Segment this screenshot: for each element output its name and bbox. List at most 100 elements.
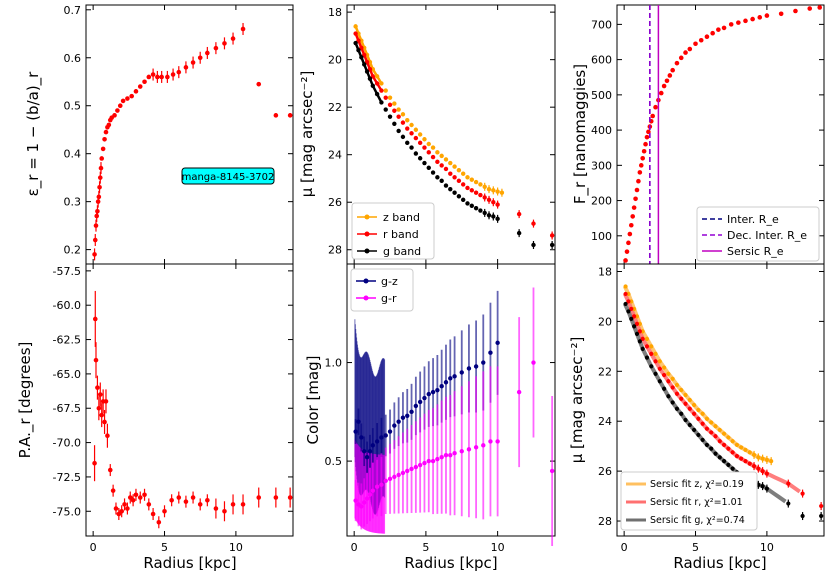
data-point	[623, 258, 628, 263]
data-point	[751, 464, 757, 469]
data-point	[383, 88, 388, 93]
data-point	[213, 45, 219, 51]
ellipticity-ylabel: ε_r = 1 − (b/a)_r	[24, 71, 43, 196]
data-point	[495, 439, 500, 444]
data-point	[97, 392, 103, 397]
data-point	[287, 495, 293, 500]
data-point	[443, 157, 449, 162]
data-point	[743, 447, 748, 453]
data-point	[469, 203, 474, 208]
data-point	[704, 442, 710, 448]
data-point	[240, 26, 246, 32]
data-point	[486, 213, 492, 218]
legend-label: g-z	[381, 275, 398, 288]
data-point	[649, 364, 654, 369]
data-point	[632, 324, 637, 329]
data-point	[94, 213, 100, 219]
data-point	[92, 237, 98, 243]
data-point	[99, 412, 105, 418]
data-point	[649, 351, 654, 356]
data-point	[130, 497, 136, 503]
data-point	[430, 170, 436, 175]
data-point	[405, 413, 410, 418]
data-point	[667, 73, 673, 78]
data-point	[426, 391, 431, 397]
data-point	[362, 500, 367, 505]
data-point	[379, 88, 384, 93]
data-point	[726, 446, 731, 451]
ytick-label: 300	[591, 159, 612, 172]
data-point	[370, 83, 376, 88]
data-point	[439, 153, 444, 159]
data-point	[721, 431, 727, 436]
data-point	[721, 25, 727, 31]
data-point	[488, 439, 493, 444]
data-point	[364, 496, 370, 501]
data-point	[92, 316, 98, 322]
data-point	[482, 210, 487, 216]
data-point	[700, 411, 705, 416]
data-point	[256, 81, 262, 87]
data-point	[448, 160, 453, 166]
data-point	[717, 439, 722, 444]
ytick-label: 100	[591, 230, 612, 243]
ytick-label: 20	[598, 315, 612, 328]
data-point	[666, 394, 671, 399]
data-point	[430, 145, 436, 150]
xtick-label: 0	[90, 541, 97, 554]
legend-marker	[364, 248, 370, 254]
data-point	[469, 188, 474, 193]
ytick-label: 0.5	[325, 455, 343, 468]
data-point	[150, 511, 156, 517]
data-point	[657, 359, 662, 364]
data-point	[409, 466, 414, 472]
data-point	[670, 376, 675, 381]
data-point	[769, 459, 774, 464]
data-point	[400, 415, 406, 420]
data-point	[674, 60, 680, 66]
data-point	[400, 134, 406, 140]
data-point	[392, 474, 397, 480]
ytick-label: 22	[328, 101, 342, 114]
data-point	[439, 384, 444, 389]
ytick-label: 28	[598, 515, 612, 528]
data-point	[379, 435, 384, 440]
data-point	[383, 107, 388, 112]
data-point	[439, 454, 444, 460]
data-point	[683, 392, 688, 398]
data-point	[146, 74, 152, 80]
legend-box	[696, 206, 820, 262]
data-point	[97, 184, 102, 190]
data-point	[374, 74, 380, 79]
data-point	[644, 134, 650, 140]
data-point	[367, 449, 373, 454]
data-point	[422, 395, 427, 401]
data-point	[683, 401, 688, 406]
data-point	[353, 31, 358, 36]
data-point	[637, 170, 643, 175]
data-point	[96, 194, 102, 200]
data-point	[640, 336, 645, 341]
data-point	[730, 466, 735, 471]
data-point	[95, 199, 101, 204]
data-point	[120, 98, 126, 104]
data-point	[374, 91, 380, 97]
data-point	[460, 197, 466, 203]
data-point	[439, 163, 444, 168]
data-point	[636, 178, 641, 184]
data-point	[452, 175, 457, 180]
data-point	[637, 339, 642, 344]
data-point	[162, 508, 167, 514]
data-point	[353, 498, 358, 503]
data-point	[205, 497, 210, 503]
data-point	[644, 355, 650, 360]
data-point	[713, 424, 718, 429]
data-point	[465, 201, 470, 206]
data-point	[516, 230, 522, 236]
data-point	[356, 419, 361, 424]
legend-label: g-r	[381, 292, 397, 305]
data-point	[102, 419, 107, 425]
ytick-label: 700	[591, 18, 612, 31]
data-point	[413, 127, 419, 132]
data-point	[273, 113, 279, 118]
